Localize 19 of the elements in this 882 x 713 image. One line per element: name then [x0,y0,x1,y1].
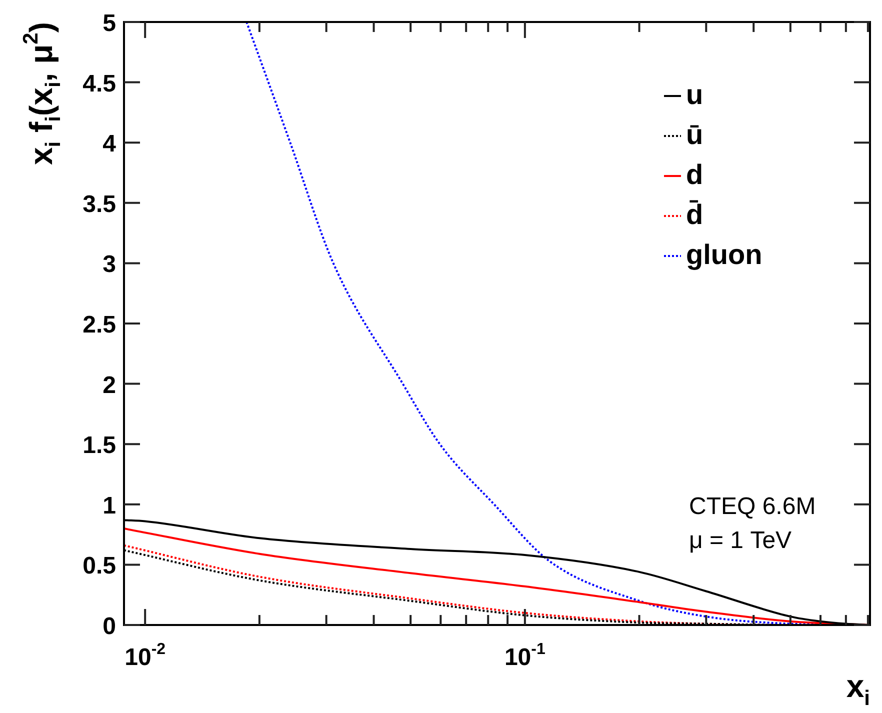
y-tick-label: 3 [102,251,116,278]
legend-label: ū [686,119,704,150]
legend-label: d [686,159,704,190]
y-tick-label: 1 [102,492,116,520]
annotation: CTEQ 6.6M [689,493,816,520]
text: xi fi(xi, μ2) [20,22,65,165]
legend-label: u [686,79,704,110]
y-tick-label: 1.5 [82,432,116,460]
y-tick-label: 0.5 [82,552,116,580]
legend-label: d̄ [686,199,704,230]
y-tick-label: 2.5 [82,312,116,338]
annotation: μ = 1 TeV [689,527,792,554]
y-tick-label: 3.5 [82,190,116,218]
y-tick-label: 0 [102,613,116,640]
y-tick-label: 5 [102,10,116,37]
legend-label: gluon [686,239,762,270]
y-tick-label: 4 [102,130,117,158]
y-tick-label: 4.5 [82,70,116,98]
y-tick-label: 2 [102,372,116,399]
